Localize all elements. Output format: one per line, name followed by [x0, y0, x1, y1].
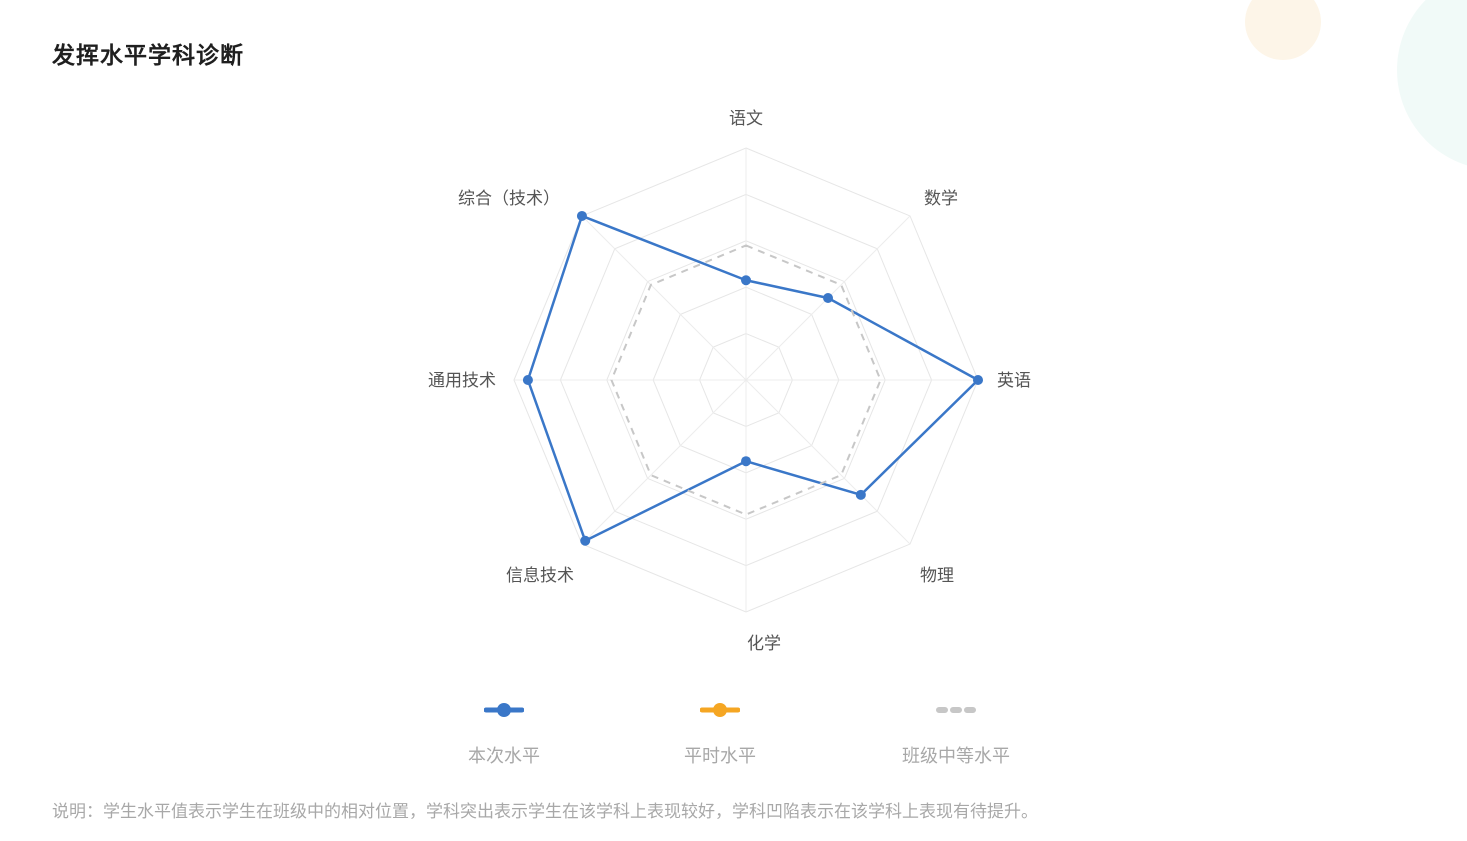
legend-item-current[interactable]: 本次水平: [414, 700, 594, 768]
legend-label-class-median: 班级中等水平: [902, 746, 1010, 767]
explanation-note: 说明：学生水平值表示学生在班级中的相对位置，学科突出表示学生在该学科上表现较好，…: [52, 802, 1038, 822]
legend-label-usual: 平时水平: [684, 746, 756, 767]
series-0-point-6: [522, 375, 533, 385]
legend-label-current: 本次水平: [468, 746, 540, 767]
legend-item-usual[interactable]: 平时水平: [630, 700, 810, 768]
axis-label-0: 语文: [729, 109, 763, 129]
axis-label-7: 综合（技术）: [458, 189, 560, 209]
axis-label-2: 英语: [997, 371, 1031, 391]
page-title: 发挥水平学科诊断: [52, 43, 244, 69]
legend-marker-current: [484, 703, 524, 717]
axis-label-5: 信息技术: [506, 566, 574, 586]
legend-marker-usual: [700, 703, 740, 717]
radar-spoke-3: [745, 379, 911, 545]
decorative-circle-orange: [1245, 0, 1321, 60]
series-0-point-3: [855, 489, 866, 500]
series-0-point-4: [741, 456, 751, 467]
series-0-point-1: [823, 292, 834, 303]
series-0-point-7: [576, 210, 587, 221]
axis-label-3: 物理: [920, 566, 954, 586]
legend-item-class-median[interactable]: 班级中等水平: [866, 700, 1046, 768]
axis-label-6: 通用技术: [428, 371, 496, 391]
series-0-point-5: [580, 535, 591, 546]
radar-spoke-7: [581, 215, 747, 381]
axis-label-1: 数学: [924, 189, 958, 209]
series-line-0: [526, 214, 980, 543]
series-0-point-2: [973, 375, 983, 385]
radar-spoke-5: [581, 379, 747, 545]
series-0-point-0: [741, 275, 751, 286]
legend-marker-class-median: [936, 707, 976, 713]
axis-label-4: 化学: [747, 634, 781, 654]
